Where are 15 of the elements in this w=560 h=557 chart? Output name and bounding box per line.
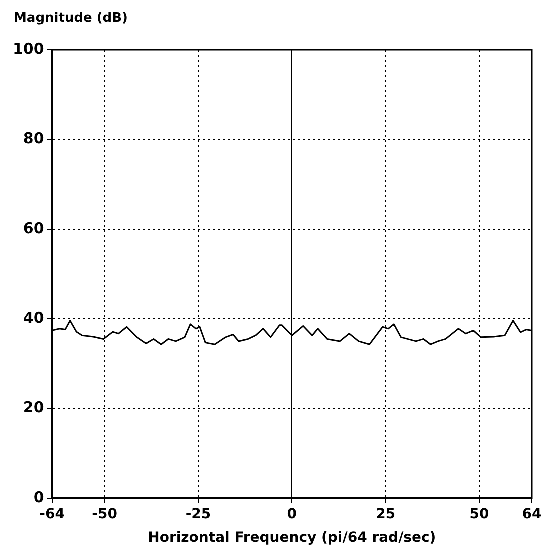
x-tick-label: -64	[40, 506, 66, 522]
x-axis-title: Horizontal Frequency (pi/64 rad/sec)	[148, 530, 436, 546]
x-tick-label: 64	[522, 506, 542, 522]
y-tick-label: 100	[13, 40, 44, 58]
y-tick-label: 20	[23, 398, 44, 417]
x-tick-label: -50	[92, 506, 118, 522]
x-tick-label: 50	[470, 506, 490, 522]
y-tick-label: 60	[23, 219, 44, 238]
y-tick-label: 80	[23, 130, 44, 148]
x-tick-label: -25	[186, 506, 212, 522]
y-tick-label: 40	[23, 308, 44, 327]
y-axis-title: Magnitude (dB)	[14, 10, 128, 26]
y-tick-label: 0	[34, 488, 44, 506]
x-tick-label: 25	[376, 506, 396, 522]
x-tick-label: 0	[287, 506, 298, 522]
